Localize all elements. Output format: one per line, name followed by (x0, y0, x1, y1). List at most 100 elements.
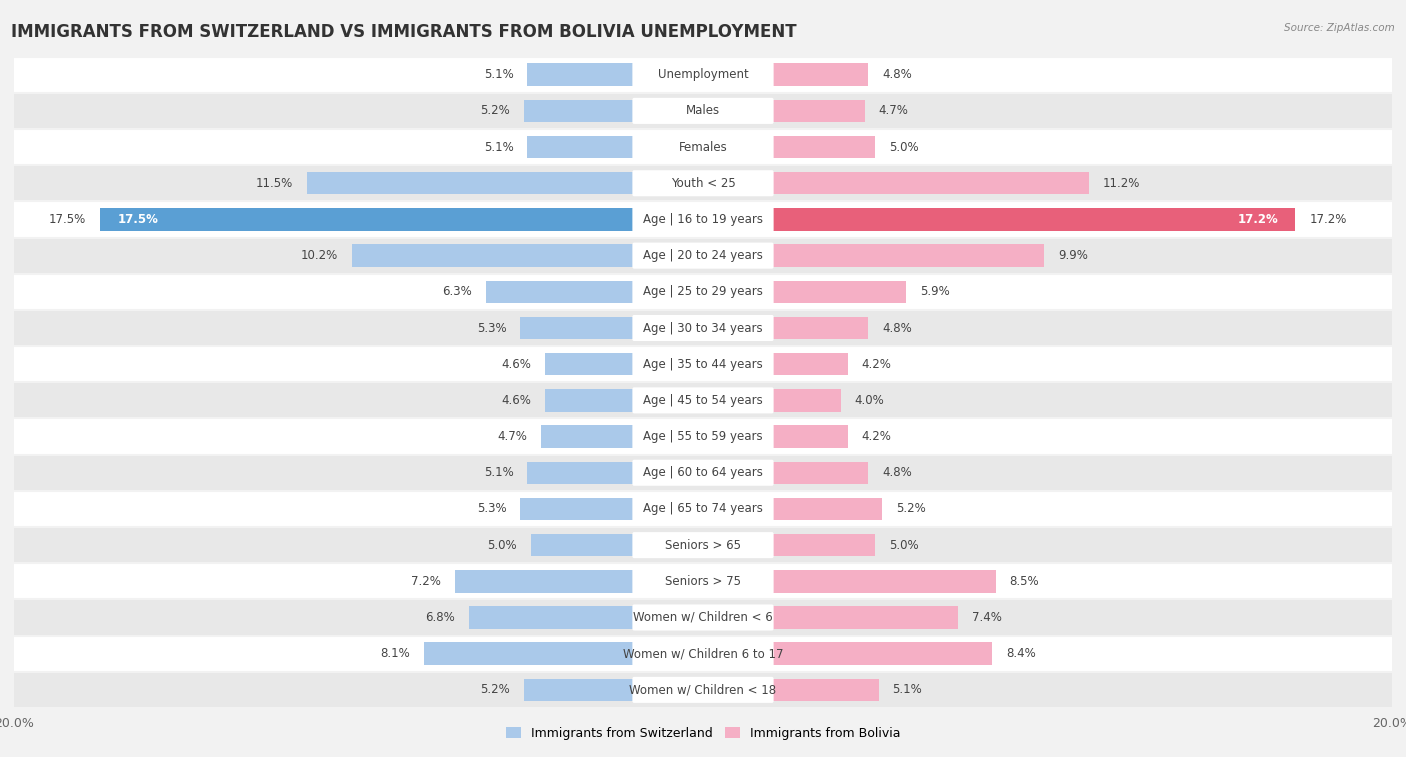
Bar (703, 389, 841, 412)
Text: Seniors > 65: Seniors > 65 (665, 539, 741, 552)
Bar (14, 310, 1392, 346)
FancyBboxPatch shape (633, 315, 773, 341)
Bar (703, 534, 875, 556)
Bar (703, 281, 907, 303)
Bar (14, 57, 1392, 93)
Text: Age | 30 to 34 years: Age | 30 to 34 years (643, 322, 763, 335)
Text: Source: ZipAtlas.com: Source: ZipAtlas.com (1284, 23, 1395, 33)
Text: 5.2%: 5.2% (481, 684, 510, 696)
Bar (703, 245, 1045, 267)
Text: Age | 35 to 44 years: Age | 35 to 44 years (643, 358, 763, 371)
FancyBboxPatch shape (633, 98, 773, 124)
Bar (14, 527, 1392, 563)
Text: 17.2%: 17.2% (1309, 213, 1347, 226)
FancyBboxPatch shape (633, 279, 773, 305)
FancyBboxPatch shape (633, 459, 773, 486)
Bar (307, 172, 703, 195)
Text: 7.4%: 7.4% (972, 611, 1001, 624)
Legend: Immigrants from Switzerland, Immigrants from Bolivia: Immigrants from Switzerland, Immigrants … (501, 722, 905, 745)
Bar (703, 136, 875, 158)
Text: 4.2%: 4.2% (862, 430, 891, 443)
Text: 4.7%: 4.7% (498, 430, 527, 443)
Text: Age | 65 to 74 years: Age | 65 to 74 years (643, 503, 763, 516)
FancyBboxPatch shape (633, 134, 773, 160)
Text: 17.2%: 17.2% (1237, 213, 1278, 226)
FancyBboxPatch shape (633, 677, 773, 703)
Bar (352, 245, 703, 267)
Bar (703, 497, 882, 520)
Bar (703, 64, 869, 86)
Bar (524, 100, 703, 122)
FancyBboxPatch shape (633, 351, 773, 377)
Text: 5.0%: 5.0% (488, 539, 517, 552)
Bar (14, 455, 1392, 491)
Bar (703, 100, 865, 122)
FancyBboxPatch shape (633, 61, 773, 88)
Text: Women w/ Children < 18: Women w/ Children < 18 (630, 684, 776, 696)
Bar (14, 346, 1392, 382)
Bar (14, 563, 1392, 600)
Text: 5.9%: 5.9% (920, 285, 950, 298)
Bar (14, 600, 1392, 636)
Bar (14, 419, 1392, 455)
Text: Youth < 25: Youth < 25 (671, 177, 735, 190)
FancyBboxPatch shape (633, 569, 773, 594)
FancyBboxPatch shape (633, 605, 773, 631)
Bar (703, 679, 879, 701)
Bar (425, 643, 703, 665)
FancyBboxPatch shape (633, 242, 773, 269)
Bar (703, 353, 848, 375)
Text: 6.3%: 6.3% (443, 285, 472, 298)
FancyBboxPatch shape (633, 170, 773, 196)
Text: 4.8%: 4.8% (882, 68, 912, 81)
Text: Age | 60 to 64 years: Age | 60 to 64 years (643, 466, 763, 479)
Text: 6.8%: 6.8% (425, 611, 456, 624)
Bar (14, 165, 1392, 201)
Bar (456, 570, 703, 593)
Bar (14, 671, 1392, 708)
Bar (14, 382, 1392, 419)
Bar (703, 425, 848, 448)
FancyBboxPatch shape (633, 532, 773, 558)
Text: 5.2%: 5.2% (896, 503, 925, 516)
Text: Females: Females (679, 141, 727, 154)
Bar (541, 425, 703, 448)
Text: Males: Males (686, 104, 720, 117)
Text: Age | 20 to 24 years: Age | 20 to 24 years (643, 249, 763, 262)
Text: 5.1%: 5.1% (484, 466, 513, 479)
FancyBboxPatch shape (633, 423, 773, 450)
Bar (486, 281, 703, 303)
Text: 4.6%: 4.6% (501, 358, 531, 371)
Text: 4.8%: 4.8% (882, 322, 912, 335)
Text: 11.5%: 11.5% (256, 177, 292, 190)
Text: 4.6%: 4.6% (501, 394, 531, 407)
Text: 17.5%: 17.5% (117, 213, 159, 226)
Text: 4.7%: 4.7% (879, 104, 908, 117)
Bar (703, 643, 993, 665)
Bar (703, 462, 869, 484)
Bar (14, 274, 1392, 310)
Text: 11.2%: 11.2% (1102, 177, 1140, 190)
Text: 10.2%: 10.2% (301, 249, 337, 262)
Text: 4.8%: 4.8% (882, 466, 912, 479)
FancyBboxPatch shape (633, 207, 773, 232)
Text: 5.1%: 5.1% (484, 141, 513, 154)
Text: 5.3%: 5.3% (477, 322, 506, 335)
Bar (14, 491, 1392, 527)
Text: 5.2%: 5.2% (481, 104, 510, 117)
Text: Women w/ Children < 6: Women w/ Children < 6 (633, 611, 773, 624)
Text: 4.0%: 4.0% (855, 394, 884, 407)
Text: IMMIGRANTS FROM SWITZERLAND VS IMMIGRANTS FROM BOLIVIA UNEMPLOYMENT: IMMIGRANTS FROM SWITZERLAND VS IMMIGRANT… (11, 23, 797, 41)
Bar (703, 316, 869, 339)
Text: 8.1%: 8.1% (381, 647, 411, 660)
Text: Age | 25 to 29 years: Age | 25 to 29 years (643, 285, 763, 298)
Text: 5.3%: 5.3% (477, 503, 506, 516)
Text: 5.0%: 5.0% (889, 141, 918, 154)
Text: 7.2%: 7.2% (412, 575, 441, 587)
Text: Age | 45 to 54 years: Age | 45 to 54 years (643, 394, 763, 407)
Bar (14, 201, 1392, 238)
Bar (531, 534, 703, 556)
FancyBboxPatch shape (633, 496, 773, 522)
Text: Unemployment: Unemployment (658, 68, 748, 81)
Text: Women w/ Children 6 to 17: Women w/ Children 6 to 17 (623, 647, 783, 660)
